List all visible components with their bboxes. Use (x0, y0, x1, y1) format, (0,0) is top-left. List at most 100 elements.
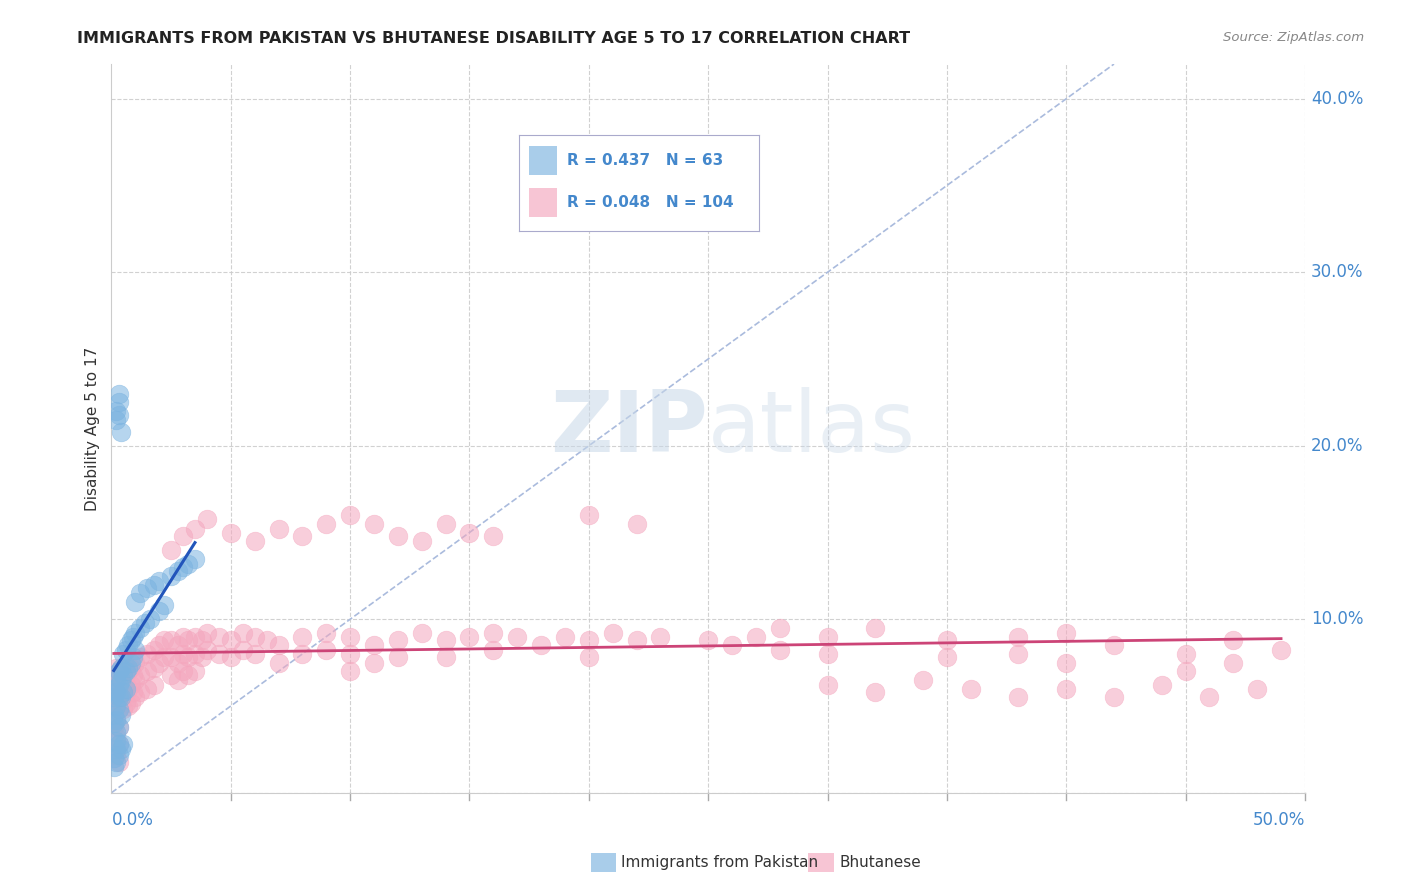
Bhutanese (291, 529, 314, 543)
Text: R = 0.048   N = 104: R = 0.048 N = 104 (567, 195, 734, 211)
Bhutanese (172, 647, 194, 661)
Bhutanese (243, 647, 266, 661)
Immigrants from Pakistan (143, 577, 166, 591)
Bhutanese (117, 698, 139, 713)
Immigrants from Pakistan (112, 737, 135, 751)
Text: Bhutanese: Bhutanese (839, 855, 921, 870)
Bhutanese (935, 633, 957, 648)
Bhutanese (208, 647, 231, 661)
Bhutanese (291, 647, 314, 661)
Bhutanese (143, 643, 166, 657)
Bhutanese (148, 638, 170, 652)
Immigrants from Pakistan (112, 685, 135, 699)
Immigrants from Pakistan (105, 673, 128, 687)
Bhutanese (110, 678, 132, 692)
Bhutanese (184, 647, 207, 661)
Bhutanese (191, 650, 214, 665)
Bhutanese (769, 621, 792, 635)
Bhutanese (129, 685, 152, 699)
Immigrants from Pakistan (110, 425, 132, 439)
Bhutanese (124, 690, 146, 705)
Bhutanese (114, 696, 136, 710)
Bhutanese (935, 650, 957, 665)
Bhutanese (243, 534, 266, 549)
Immigrants from Pakistan (105, 698, 128, 713)
Bhutanese (1007, 647, 1029, 661)
Bhutanese (112, 685, 135, 699)
Bhutanese (107, 737, 129, 751)
Bhutanese (107, 667, 129, 681)
Bhutanese (107, 720, 129, 734)
Immigrants from Pakistan (136, 581, 159, 595)
Bhutanese (578, 633, 600, 648)
Bhutanese (530, 638, 553, 652)
Bhutanese (153, 633, 176, 648)
Bhutanese (124, 673, 146, 687)
Bhutanese (411, 534, 433, 549)
Bhutanese (458, 630, 481, 644)
Bhutanese (195, 511, 218, 525)
Immigrants from Pakistan (148, 574, 170, 588)
Bhutanese (267, 656, 290, 670)
Bhutanese (136, 681, 159, 696)
Immigrants from Pakistan (107, 408, 129, 422)
Bhutanese (697, 633, 720, 648)
Bhutanese (1054, 626, 1077, 640)
Bhutanese (363, 638, 385, 652)
Text: Source: ZipAtlas.com: Source: ZipAtlas.com (1223, 31, 1364, 45)
Bhutanese (103, 685, 125, 699)
Immigrants from Pakistan (184, 551, 207, 566)
Bhutanese (482, 529, 505, 543)
Immigrants from Pakistan (107, 386, 129, 401)
Bhutanese (103, 720, 125, 734)
Bhutanese (626, 633, 648, 648)
Bhutanese (578, 650, 600, 665)
Bhutanese (1102, 638, 1125, 652)
Bhutanese (506, 630, 529, 644)
Bhutanese (232, 626, 254, 640)
Bhutanese (1222, 633, 1244, 648)
Bhutanese (482, 626, 505, 640)
Bhutanese (232, 643, 254, 657)
Immigrants from Pakistan (122, 630, 145, 644)
Immigrants from Pakistan (112, 667, 135, 681)
Immigrants from Pakistan (124, 643, 146, 657)
Bhutanese (1150, 678, 1173, 692)
Bhutanese (554, 630, 576, 644)
Bhutanese (219, 525, 242, 540)
Bhutanese (117, 665, 139, 679)
Bhutanese (578, 508, 600, 523)
Bhutanese (117, 681, 139, 696)
Bhutanese (434, 516, 457, 531)
Immigrants from Pakistan (107, 720, 129, 734)
Bhutanese (315, 643, 337, 657)
Bhutanese (626, 516, 648, 531)
Bhutanese (110, 696, 132, 710)
Bhutanese (602, 626, 624, 640)
Text: 0.0%: 0.0% (111, 811, 153, 829)
Bhutanese (387, 650, 409, 665)
Immigrants from Pakistan (110, 673, 132, 687)
Bhutanese (167, 656, 190, 670)
Immigrants from Pakistan (172, 560, 194, 574)
Immigrants from Pakistan (105, 742, 128, 756)
Bhutanese (103, 702, 125, 716)
Immigrants from Pakistan (120, 633, 142, 648)
Immigrants from Pakistan (114, 665, 136, 679)
Bhutanese (387, 529, 409, 543)
Immigrants from Pakistan (105, 413, 128, 427)
Text: 20.0%: 20.0% (1310, 437, 1364, 455)
Bhutanese (1174, 647, 1197, 661)
Bhutanese (160, 650, 183, 665)
Bhutanese (103, 667, 125, 681)
Bhutanese (1007, 630, 1029, 644)
Immigrants from Pakistan (105, 685, 128, 699)
Text: atlas: atlas (709, 387, 917, 470)
Bhutanese (105, 713, 128, 727)
Immigrants from Pakistan (103, 716, 125, 731)
Bhutanese (315, 516, 337, 531)
Bhutanese (1222, 656, 1244, 670)
Bhutanese (110, 661, 132, 675)
Bhutanese (1198, 690, 1220, 705)
Immigrants from Pakistan (160, 569, 183, 583)
